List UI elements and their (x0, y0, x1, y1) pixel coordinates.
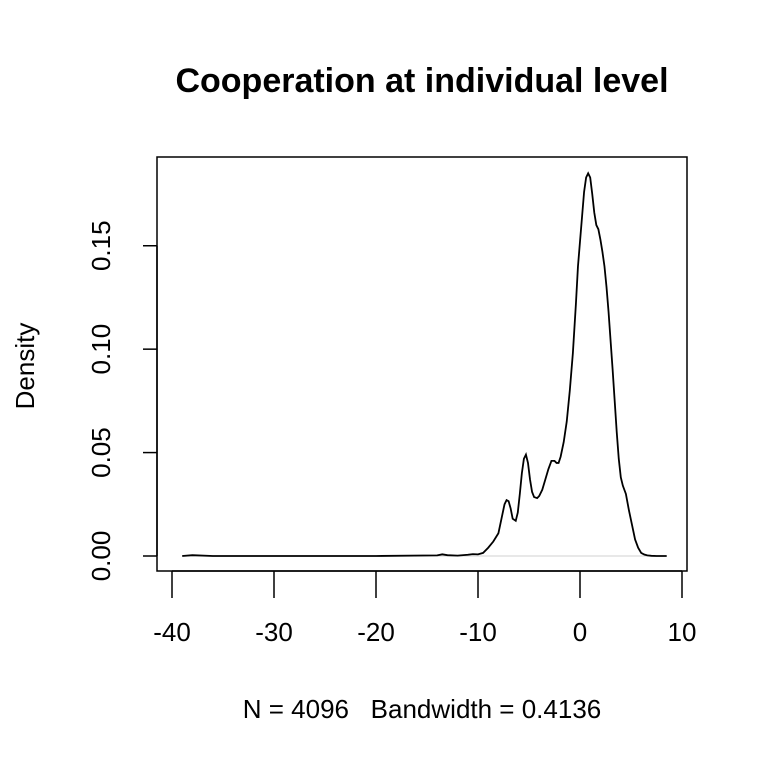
x-tick-label: 0 (573, 617, 587, 647)
x-tick-label: -10 (459, 617, 497, 647)
y-tick-label: 0.00 (86, 531, 116, 582)
x-tick-label: -20 (357, 617, 395, 647)
x-axis-label: N = 4096 Bandwidth = 0.4136 (243, 694, 602, 724)
y-axis: 0.00 0.05 0.10 0.15 (86, 220, 158, 582)
x-tick-label: -40 (153, 617, 191, 647)
x-tick-label: 10 (668, 617, 697, 647)
x-axis: -40 -30 -20 -10 0 10 (153, 570, 697, 647)
y-tick-label: 0.10 (86, 324, 116, 375)
chart-title: Cooperation at individual level (175, 62, 668, 100)
y-axis-label: Density (10, 323, 40, 410)
y-tick-label: 0.05 (86, 427, 116, 478)
y-tick-label: 0.15 (86, 220, 116, 271)
x-tick-label: -30 (255, 617, 293, 647)
plot-area (182, 171, 667, 557)
plot-frame (156, 156, 688, 572)
density-curve (182, 171, 667, 557)
